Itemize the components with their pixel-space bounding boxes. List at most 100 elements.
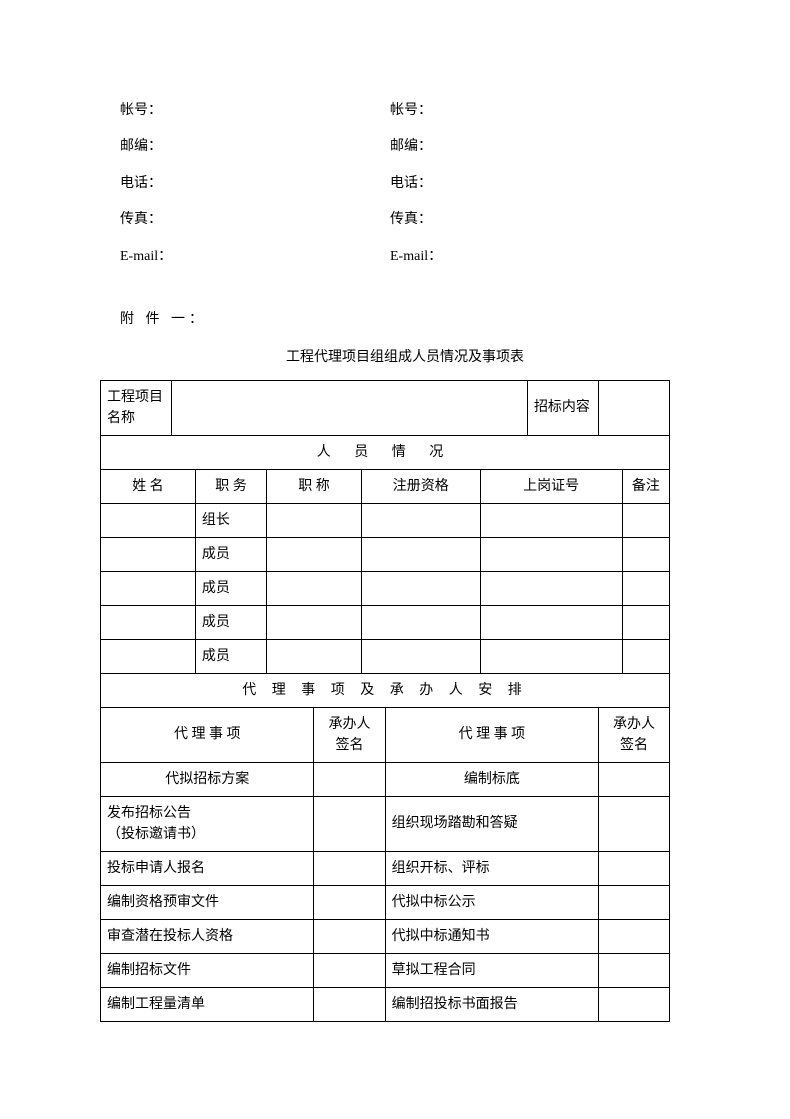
task-left: 编制资格预审文件 — [101, 885, 314, 919]
col-task-sign-right: 承办人 签名 — [599, 707, 670, 762]
task-sign-right[interactable] — [599, 953, 670, 987]
cell-note[interactable] — [622, 605, 669, 639]
right-postcode-label: 邮编： — [390, 139, 432, 154]
personnel-section-header: 人 员 情 况 — [101, 435, 670, 469]
sign-l2: 签名 — [320, 735, 378, 756]
col-task-item-right: 代 理 事 项 — [385, 707, 598, 762]
task-sign-right[interactable] — [599, 987, 670, 1021]
col-task-sign-left: 承办人 签名 — [314, 707, 385, 762]
cell-cert[interactable] — [480, 503, 622, 537]
task-right: 编制招投标书面报告 — [385, 987, 598, 1021]
cell-reg[interactable] — [361, 605, 480, 639]
task-sign-left[interactable] — [314, 953, 385, 987]
task-right: 代拟中标通知书 — [385, 919, 598, 953]
table-title: 工程代理项目组组成人员情况及事项表 — [120, 346, 690, 366]
project-name-value[interactable] — [172, 380, 528, 435]
personnel-row: 成员 — [101, 605, 670, 639]
task-row: 编制招标文件 草拟工程合同 — [101, 953, 670, 987]
cell-reg[interactable] — [361, 503, 480, 537]
cell-title[interactable] — [267, 605, 362, 639]
cell-cert[interactable] — [480, 639, 622, 673]
task-sign-right[interactable] — [599, 919, 670, 953]
attachment-title: 附 件 一： — [120, 308, 690, 328]
personnel-row: 成员 — [101, 639, 670, 673]
cell-reg[interactable] — [361, 639, 480, 673]
cell-reg[interactable] — [361, 537, 480, 571]
cell-post: 成员 — [195, 537, 266, 571]
task-sign-right[interactable] — [599, 885, 670, 919]
task-sign-left[interactable] — [314, 796, 385, 851]
col-name: 姓 名 — [101, 469, 196, 503]
task-right: 草拟工程合同 — [385, 953, 598, 987]
cell-name[interactable] — [101, 537, 196, 571]
col-title: 职 称 — [267, 469, 362, 503]
left-postcode-label: 邮编： — [120, 139, 162, 154]
cell-title[interactable] — [267, 639, 362, 673]
tasks-cols: 代 理 事 项 承办人 签名 代 理 事 项 承办人 签名 — [101, 707, 670, 762]
task-sign-left[interactable] — [314, 851, 385, 885]
col-post: 职 务 — [195, 469, 266, 503]
sign-l2: 签名 — [605, 735, 663, 756]
cell-note[interactable] — [622, 503, 669, 537]
task-right: 组织现场踏勘和答疑 — [385, 796, 598, 851]
task-left: 投标申请人报名 — [101, 851, 314, 885]
cell-note[interactable] — [622, 537, 669, 571]
cell-post: 成员 — [195, 605, 266, 639]
col-reg: 注册资格 — [361, 469, 480, 503]
personnel-cols: 姓 名 职 务 职 称 注册资格 上岗证号 备注 — [101, 469, 670, 503]
left-email-label: E-mail： — [120, 249, 172, 264]
task-sign-right[interactable] — [599, 796, 670, 851]
col-cert: 上岗证号 — [480, 469, 622, 503]
cell-name[interactable] — [101, 605, 196, 639]
task-left: 编制招标文件 — [101, 953, 314, 987]
cell-post: 成员 — [195, 571, 266, 605]
left-phone-label: 电话： — [120, 176, 162, 191]
task-row: 代拟招标方案 编制标底 — [101, 762, 670, 796]
personnel-row: 组长 — [101, 503, 670, 537]
task-right: 代拟中标公示 — [385, 885, 598, 919]
cell-note[interactable] — [622, 639, 669, 673]
cell-title[interactable] — [267, 503, 362, 537]
col-note: 备注 — [622, 469, 669, 503]
bid-content-value[interactable] — [599, 380, 670, 435]
cell-cert[interactable] — [480, 605, 622, 639]
right-email-label: E-mail： — [390, 249, 442, 264]
task-sign-right[interactable] — [599, 762, 670, 796]
task-left-l1: 发布招标公告 — [107, 803, 307, 824]
task-row: 发布招标公告 （投标邀请书） 组织现场踏勘和答疑 — [101, 796, 670, 851]
task-row: 编制资格预审文件 代拟中标公示 — [101, 885, 670, 919]
cell-post: 组长 — [195, 503, 266, 537]
task-row: 审查潜在投标人资格 代拟中标通知书 — [101, 919, 670, 953]
cell-name[interactable] — [101, 571, 196, 605]
task-sign-left[interactable] — [314, 885, 385, 919]
left-account-label: 帐号： — [120, 103, 162, 118]
task-right: 编制标底 — [385, 762, 598, 796]
bid-content-label: 招标内容 — [527, 380, 598, 435]
task-left: 代拟招标方案 — [101, 762, 314, 796]
task-left-l2: （投标邀请书） — [107, 824, 307, 845]
task-sign-left[interactable] — [314, 919, 385, 953]
task-left: 发布招标公告 （投标邀请书） — [101, 796, 314, 851]
cell-name[interactable] — [101, 503, 196, 537]
header-row: 工程项目名称 招标内容 — [101, 380, 670, 435]
left-fax-label: 传真： — [120, 212, 162, 227]
cell-reg[interactable] — [361, 571, 480, 605]
cell-title[interactable] — [267, 537, 362, 571]
task-sign-right[interactable] — [599, 851, 670, 885]
cell-note[interactable] — [622, 571, 669, 605]
cell-name[interactable] — [101, 639, 196, 673]
right-fax-label: 传真： — [390, 212, 432, 227]
cell-cert[interactable] — [480, 571, 622, 605]
task-right: 组织开标、评标 — [385, 851, 598, 885]
tasks-section-header: 代 理 事 项 及 承 办 人 安 排 — [101, 673, 670, 707]
task-sign-left[interactable] — [314, 762, 385, 796]
task-row: 投标申请人报名 组织开标、评标 — [101, 851, 670, 885]
right-phone-label: 电话： — [390, 176, 432, 191]
cell-cert[interactable] — [480, 537, 622, 571]
sign-l1: 承办人 — [320, 714, 378, 735]
cell-title[interactable] — [267, 571, 362, 605]
personnel-row: 成员 — [101, 537, 670, 571]
task-row: 编制工程量清单 编制招投标书面报告 — [101, 987, 670, 1021]
project-name-label: 工程项目名称 — [101, 380, 172, 435]
task-sign-left[interactable] — [314, 987, 385, 1021]
